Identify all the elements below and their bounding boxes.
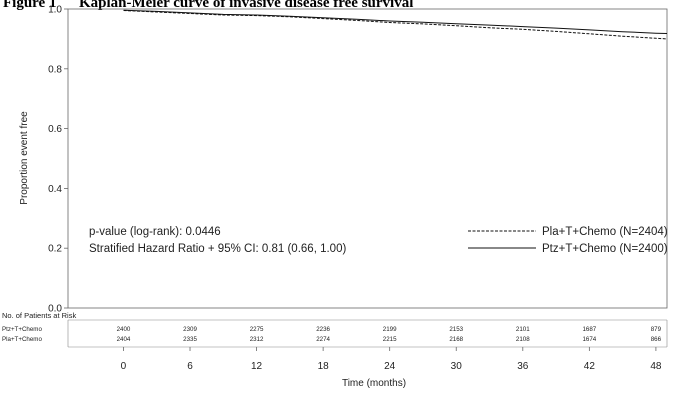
- y-tick-label: 0.0: [48, 304, 62, 315]
- risk-count: 2309: [183, 326, 197, 333]
- risk-count: 2153: [449, 326, 463, 333]
- risk-count: 1674: [582, 336, 596, 343]
- x-tick-label: 0: [121, 361, 127, 372]
- series-line: [123, 9, 668, 34]
- annotation-text: Stratified Hazard Ratio + 95% CI: 0.81 (…: [89, 243, 346, 255]
- series-line: [123, 10, 668, 40]
- risk-row-label: Ptz+T+Chemo: [2, 326, 42, 333]
- y-tick-label: 0.8: [48, 64, 62, 75]
- risk-count: 2215: [383, 336, 397, 343]
- legend-label: Pla+T+Chemo (N=2404): [542, 226, 668, 238]
- risk-count: 2312: [250, 336, 264, 343]
- x-tick-label: 12: [251, 361, 263, 372]
- x-tick-label: 18: [318, 361, 330, 372]
- x-tick-label: 48: [650, 361, 662, 372]
- risk-count: 2168: [449, 336, 463, 343]
- risk-count: 2199: [383, 326, 397, 333]
- x-tick-label: 30: [451, 361, 463, 372]
- x-tick-label: 42: [584, 361, 596, 372]
- figure-title: Figure 1 Kaplan-Meier curve of invasive …: [3, 0, 413, 11]
- x-axis-label: Time (months): [342, 378, 406, 389]
- y-tick-label: 0.6: [48, 124, 62, 135]
- risk-count: 1687: [582, 326, 596, 333]
- risk-count: 2108: [516, 336, 530, 343]
- risk-count: 879: [651, 326, 662, 333]
- y-tick-label: 0.4: [48, 184, 62, 195]
- y-axis-label: Proportion event free: [19, 111, 30, 205]
- plot-frame: [67, 8, 668, 309]
- risk-count: 2274: [316, 336, 330, 343]
- annotation-text: p-value (log-rank): 0.0446: [89, 226, 221, 238]
- risk-row-label: Pla+T+Chemo: [2, 336, 42, 343]
- risk-count: 2236: [316, 326, 330, 333]
- risk-count: 2335: [183, 336, 197, 343]
- x-tick-label: 36: [517, 361, 529, 372]
- y-tick-label: 1.0: [48, 5, 62, 16]
- y-tick-label: 0.2: [48, 244, 62, 255]
- risk-count: 866: [651, 336, 662, 343]
- x-tick-label: 6: [187, 361, 193, 372]
- risk-count: 2101: [516, 326, 530, 333]
- risk-count: 2404: [117, 336, 131, 343]
- risk-count: 2400: [117, 326, 131, 333]
- risk-count: 2275: [250, 326, 264, 333]
- legend-label: Ptz+T+Chemo (N=2400): [542, 243, 668, 255]
- risk-table-title: No. of Patients at Risk: [2, 311, 76, 320]
- x-tick-label: 24: [384, 361, 396, 372]
